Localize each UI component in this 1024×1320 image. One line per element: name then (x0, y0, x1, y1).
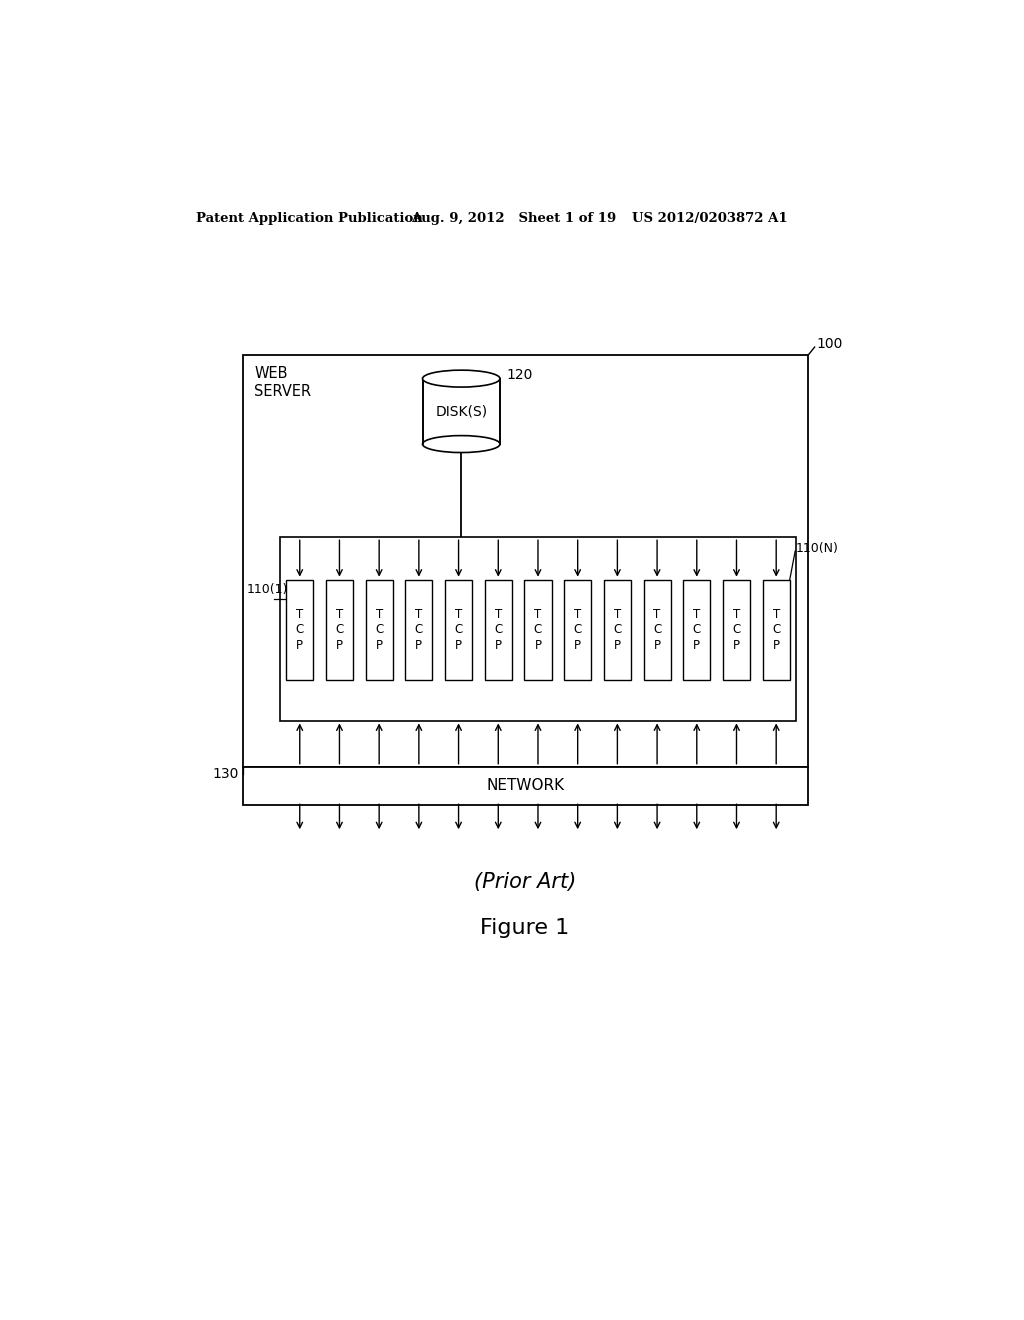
Text: C: C (296, 623, 304, 636)
Text: C: C (375, 623, 383, 636)
Text: Patent Application Publication: Patent Application Publication (197, 213, 423, 224)
Text: T: T (416, 607, 423, 620)
Text: (Prior Art): (Prior Art) (474, 873, 575, 892)
Text: P: P (733, 639, 740, 652)
Text: T: T (733, 607, 740, 620)
Text: 110(N): 110(N) (796, 543, 839, 556)
Text: P: P (455, 639, 462, 652)
Bar (763, 579, 790, 680)
Bar (366, 579, 393, 680)
Text: C: C (692, 623, 700, 636)
Text: T: T (455, 607, 462, 620)
Bar (280, 537, 796, 721)
Bar (564, 579, 591, 680)
Text: T: T (336, 607, 343, 620)
Text: C: C (732, 623, 740, 636)
Text: 130: 130 (212, 767, 239, 780)
Bar (243, 767, 809, 805)
Text: P: P (336, 639, 343, 652)
Text: C: C (613, 623, 622, 636)
Text: P: P (376, 639, 383, 652)
Bar (683, 579, 711, 680)
Text: T: T (535, 607, 542, 620)
Text: C: C (335, 623, 344, 636)
Text: T: T (653, 607, 660, 620)
Bar (406, 579, 432, 680)
Text: NETWORK: NETWORK (486, 779, 564, 793)
Bar (524, 579, 552, 680)
Text: C: C (455, 623, 463, 636)
Ellipse shape (423, 436, 500, 453)
Text: P: P (773, 639, 779, 652)
Text: T: T (772, 607, 780, 620)
Text: P: P (535, 639, 542, 652)
Text: P: P (574, 639, 582, 652)
Bar (286, 579, 313, 680)
Text: C: C (653, 623, 662, 636)
Text: 100: 100 (816, 337, 843, 351)
Text: T: T (376, 607, 383, 620)
Bar (604, 579, 631, 680)
Bar (423, 379, 500, 444)
Text: Figure 1: Figure 1 (480, 919, 569, 939)
Text: P: P (416, 639, 422, 652)
Bar (484, 579, 512, 680)
Bar (643, 579, 671, 680)
Text: C: C (573, 623, 582, 636)
Text: P: P (613, 639, 621, 652)
Text: C: C (415, 623, 423, 636)
Text: DISK(S): DISK(S) (435, 404, 487, 418)
Bar (723, 579, 750, 680)
Text: T: T (693, 607, 700, 620)
Text: 110(1): 110(1) (247, 583, 288, 597)
Bar (445, 579, 472, 680)
Text: T: T (495, 607, 502, 620)
Text: T: T (613, 607, 621, 620)
Text: C: C (772, 623, 780, 636)
Text: P: P (296, 639, 303, 652)
Text: C: C (534, 623, 542, 636)
Text: WEB
SERVER: WEB SERVER (254, 367, 311, 399)
Text: T: T (574, 607, 582, 620)
Bar (243, 355, 809, 767)
Text: P: P (693, 639, 700, 652)
Ellipse shape (423, 370, 500, 387)
Text: P: P (653, 639, 660, 652)
Text: P: P (495, 639, 502, 652)
Text: 120: 120 (506, 368, 532, 381)
Text: Aug. 9, 2012   Sheet 1 of 19: Aug. 9, 2012 Sheet 1 of 19 (411, 213, 616, 224)
Text: C: C (495, 623, 503, 636)
Text: US 2012/0203872 A1: US 2012/0203872 A1 (632, 213, 787, 224)
Bar (326, 579, 353, 680)
Text: T: T (296, 607, 303, 620)
